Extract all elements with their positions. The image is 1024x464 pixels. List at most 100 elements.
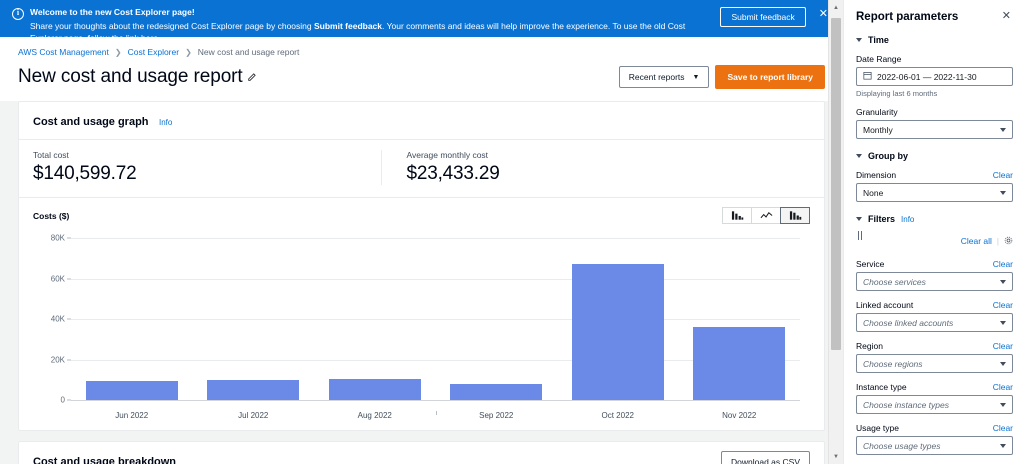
recent-reports-button[interactable]: Recent reports ▼	[618, 66, 710, 88]
chart-gridline	[71, 359, 800, 361]
date-range-input[interactable]: 2022-06-01 — 2022-11-30	[856, 67, 1013, 86]
date-range-hint: Displaying last 6 months	[856, 89, 938, 98]
chart-bar[interactable]	[328, 379, 421, 400]
flash-body-part-2: . Your comments and ideas will help impr…	[30, 21, 686, 43]
filter-clear-link[interactable]: Clear	[992, 423, 1013, 433]
chart-y-tick-mark	[67, 278, 71, 279]
clear-all-divider: |	[996, 236, 999, 246]
chevron-down-icon	[1000, 190, 1006, 195]
breakdown-card-title: Cost and usage breakdown	[33, 456, 177, 464]
filter-label-row: Instance type Clear	[856, 382, 1013, 392]
section-label-time: Time	[868, 35, 889, 45]
gear-icon[interactable]	[1004, 232, 1013, 250]
panel-splitter-handle[interactable]	[855, 228, 865, 242]
cost-bar-chart: 0 20K 40K 60K 80K Jun 2022 Jul 2022 Aug 2022 Se…	[33, 230, 810, 426]
filter-select[interactable]: Choose regions	[856, 354, 1013, 373]
splitter-bar	[861, 230, 862, 240]
dimension-value: None	[863, 187, 884, 198]
filter-label-row: Linked account Clear	[856, 300, 1013, 310]
flash-here-link[interactable]: here	[141, 33, 159, 43]
section-header-group-by[interactable]: Group by	[856, 151, 1013, 161]
chevron-down-icon	[1000, 127, 1006, 132]
save-to-report-library-button[interactable]: Save to report library	[715, 65, 825, 89]
flash-text-block: Welcome to the new Cost Explorer page! S…	[30, 7, 712, 44]
filter-clear-link[interactable]: Clear	[992, 300, 1013, 310]
chart-bar-slot	[71, 238, 193, 400]
chart-bars	[71, 238, 800, 400]
dimension-field: Dimension Clear None	[856, 170, 1013, 202]
info-circle-icon	[12, 7, 24, 20]
chart-x-tick-label: Sep 2022	[435, 411, 558, 420]
chart-y-tick-mark	[67, 359, 71, 360]
breadcrumb-item-current: New cost and usage report	[197, 47, 300, 57]
chart-bar[interactable]	[85, 380, 178, 400]
breadcrumb-separator: ❯	[185, 47, 192, 57]
flash-body-part-1: Share your thoughts about the redesigned…	[30, 21, 314, 31]
submit-feedback-button[interactable]: Submit feedback	[720, 7, 806, 27]
chevron-down-icon[interactable]	[856, 38, 862, 42]
chart-x-tick-label: Aug 2022	[314, 411, 437, 420]
chart-x-axis-labels: Jun 2022 Jul 2022 Aug 2022 Sep 2022 Oct 2022…	[71, 411, 800, 420]
filter-clear-link[interactable]: Clear	[992, 259, 1013, 269]
graph-info-link[interactable]: Info	[158, 118, 173, 127]
chart-y-tick-label: 80K	[50, 233, 65, 243]
section-header-time[interactable]: Time	[856, 35, 1013, 45]
filter-select[interactable]: Choose usage types	[856, 436, 1013, 455]
filter-select[interactable]: Choose instance types	[856, 395, 1013, 414]
filter-placeholder: Choose regions	[863, 358, 923, 369]
filter-select[interactable]: Choose services	[856, 272, 1013, 291]
filter-clear-link[interactable]: Clear	[992, 341, 1013, 351]
page-title-wrap: New cost and usage report	[18, 66, 256, 88]
splitter-bar	[858, 230, 859, 240]
recent-reports-label: Recent reports	[628, 72, 685, 82]
metrics-row: Total cost $140,599.72 Average monthly c…	[19, 140, 824, 198]
chart-bar[interactable]	[450, 384, 543, 400]
bar-chart-icon[interactable]	[722, 207, 752, 224]
average-monthly-cost-label: Average monthly cost	[406, 150, 489, 160]
main-content-column: Welcome to the new Cost Explorer page! S…	[0, 0, 843, 464]
chart-y-tick-label: 40K	[50, 314, 65, 324]
download-as-csv-button[interactable]: Download as CSV	[721, 451, 810, 464]
graph-card-header: Cost and usage graph Info	[19, 102, 824, 140]
main-scrollbar[interactable]: ▲ ▼	[828, 0, 843, 464]
close-icon[interactable]: ✕	[1001, 10, 1011, 22]
filter-select[interactable]: Choose linked accounts	[856, 313, 1013, 332]
scrollbar-up-arrow-icon[interactable]: ▲	[833, 4, 839, 11]
chart-bar[interactable]	[571, 264, 664, 400]
granularity-value: Monthly	[863, 124, 893, 135]
chart-y-tick-mark	[67, 318, 71, 320]
dimension-select[interactable]: None	[856, 183, 1013, 202]
chevron-down-icon: ▼	[692, 73, 700, 81]
filter-label: Linked account	[856, 300, 914, 310]
scrollbar-down-arrow-icon[interactable]: ▼	[833, 453, 839, 460]
section-header-filters[interactable]: Filters Info	[856, 214, 1013, 224]
granularity-label: Granularity	[856, 107, 898, 117]
average-monthly-cost-metric: Average monthly cost $23,433.29	[381, 150, 500, 185]
flash-close-icon[interactable]: ✕	[818, 8, 828, 20]
chart-bar[interactable]	[207, 379, 300, 400]
breadcrumb-separator: ❯	[114, 47, 122, 57]
line-chart-icon[interactable]	[751, 207, 781, 224]
chart-bar-slot	[679, 238, 801, 400]
filter-field: Region Clear Choose regions	[856, 341, 1013, 373]
filters-clear-all-row: Clear all |	[856, 232, 1013, 250]
chevron-down-icon[interactable]	[856, 217, 862, 221]
filter-clear-link[interactable]: Clear	[992, 382, 1013, 392]
granularity-select[interactable]: Monthly	[856, 120, 1013, 139]
breadcrumb-item-aws-cost-management[interactable]: AWS Cost Management	[18, 47, 109, 57]
dimension-clear-link[interactable]: Clear	[992, 170, 1013, 180]
section-label-group-by: Group by	[868, 151, 908, 161]
edit-pencil-icon[interactable]	[247, 69, 256, 81]
chevron-down-icon[interactable]	[856, 154, 862, 158]
stacked-bar-chart-icon[interactable]	[780, 207, 810, 224]
filter-field: Instance type Clear Choose instance types	[856, 382, 1013, 414]
chart-topbar: Costs ($)	[33, 207, 810, 224]
clear-all-filters-link[interactable]: Clear all	[960, 236, 992, 246]
filter-placeholder: Choose usage types	[863, 440, 941, 451]
scrollbar-thumb[interactable]	[831, 18, 841, 350]
filters-info-link[interactable]: Info	[901, 214, 915, 224]
chart-gridline	[71, 319, 800, 320]
breadcrumb-item-cost-explorer[interactable]: Cost Explorer	[127, 47, 180, 57]
chart-bar[interactable]	[693, 327, 786, 400]
